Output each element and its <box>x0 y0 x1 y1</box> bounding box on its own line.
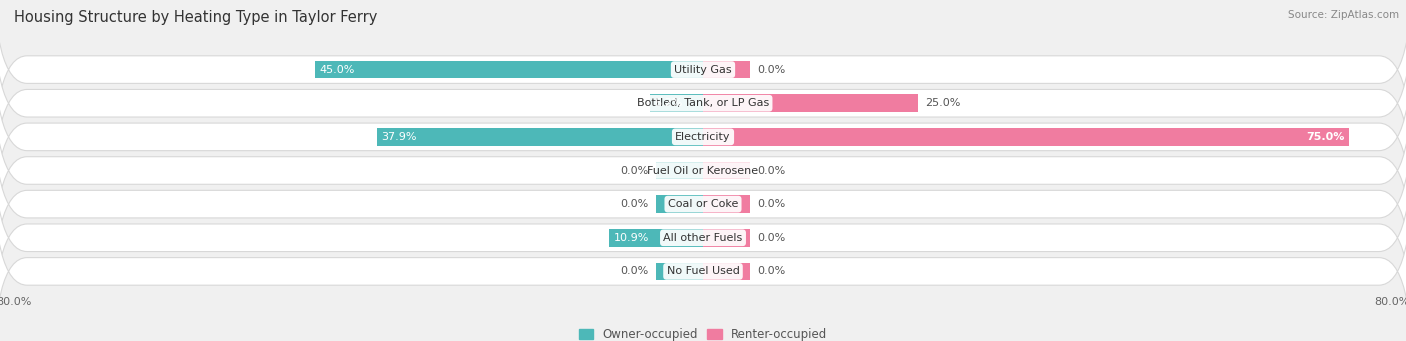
Text: 37.9%: 37.9% <box>381 132 416 142</box>
FancyBboxPatch shape <box>0 16 1406 257</box>
Bar <box>703 128 1348 146</box>
Text: 0.0%: 0.0% <box>620 199 648 209</box>
Text: No Fuel Used: No Fuel Used <box>666 266 740 277</box>
Text: 0.0%: 0.0% <box>758 266 786 277</box>
Text: Electricity: Electricity <box>675 132 731 142</box>
Text: Bottled, Tank, or LP Gas: Bottled, Tank, or LP Gas <box>637 98 769 108</box>
Text: 10.9%: 10.9% <box>613 233 648 243</box>
Text: All other Fuels: All other Fuels <box>664 233 742 243</box>
Text: Coal or Coke: Coal or Coke <box>668 199 738 209</box>
Legend: Owner-occupied, Renter-occupied: Owner-occupied, Renter-occupied <box>579 328 827 341</box>
FancyBboxPatch shape <box>0 84 1406 325</box>
Text: 0.0%: 0.0% <box>758 64 786 75</box>
Text: 0.0%: 0.0% <box>620 266 648 277</box>
Bar <box>655 195 703 213</box>
Text: 6.2%: 6.2% <box>654 98 682 108</box>
Bar <box>650 94 703 112</box>
Bar <box>315 61 703 78</box>
Text: Utility Gas: Utility Gas <box>675 64 731 75</box>
FancyBboxPatch shape <box>0 117 1406 341</box>
Bar <box>703 263 751 280</box>
Text: Source: ZipAtlas.com: Source: ZipAtlas.com <box>1288 10 1399 20</box>
Bar <box>703 162 751 179</box>
Bar <box>655 162 703 179</box>
Bar <box>609 229 703 247</box>
Text: Housing Structure by Heating Type in Taylor Ferry: Housing Structure by Heating Type in Tay… <box>14 10 377 25</box>
Bar <box>655 263 703 280</box>
Text: 75.0%: 75.0% <box>1306 132 1344 142</box>
FancyBboxPatch shape <box>0 50 1406 291</box>
Text: 45.0%: 45.0% <box>319 64 356 75</box>
Text: 0.0%: 0.0% <box>758 165 786 176</box>
FancyBboxPatch shape <box>0 151 1406 341</box>
Text: 0.0%: 0.0% <box>758 233 786 243</box>
Text: 0.0%: 0.0% <box>620 165 648 176</box>
Text: Fuel Oil or Kerosene: Fuel Oil or Kerosene <box>647 165 759 176</box>
FancyBboxPatch shape <box>0 0 1406 190</box>
Text: 25.0%: 25.0% <box>925 98 960 108</box>
Bar <box>703 94 918 112</box>
Text: 0.0%: 0.0% <box>758 199 786 209</box>
FancyBboxPatch shape <box>0 0 1406 224</box>
Bar <box>377 128 703 146</box>
Bar <box>703 229 751 247</box>
Bar <box>703 61 751 78</box>
Bar <box>703 195 751 213</box>
